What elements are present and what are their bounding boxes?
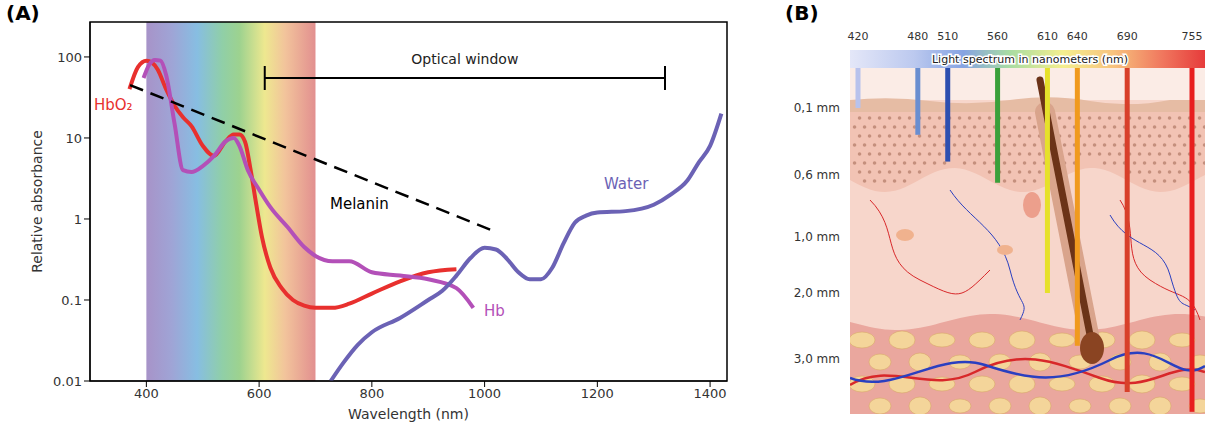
svg-text:1000: 1000 <box>468 386 501 401</box>
svg-text:510: 510 <box>937 30 958 43</box>
svg-text:1200: 1200 <box>581 386 614 401</box>
svg-text:2,0 mm: 2,0 mm <box>794 286 840 300</box>
svg-text:690: 690 <box>1117 30 1138 43</box>
svg-text:400: 400 <box>134 386 159 401</box>
svg-text:420: 420 <box>848 30 869 43</box>
svg-text:(A): (A) <box>6 1 40 25</box>
svg-text:Hb: Hb <box>484 302 505 320</box>
svg-text:640: 640 <box>1067 30 1088 43</box>
svg-text:560: 560 <box>987 30 1008 43</box>
svg-text:10: 10 <box>65 131 82 146</box>
svg-text:0,1 mm: 0,1 mm <box>794 101 840 115</box>
svg-text:0.1: 0.1 <box>61 293 82 308</box>
svg-text:800: 800 <box>359 386 384 401</box>
svg-text:755: 755 <box>1182 30 1203 43</box>
svg-text:0.01: 0.01 <box>53 374 82 389</box>
svg-text:Wavelength (nm): Wavelength (nm) <box>348 406 469 422</box>
svg-text:Water: Water <box>604 175 649 193</box>
svg-text:600: 600 <box>247 386 272 401</box>
svg-text:1,0 mm: 1,0 mm <box>794 230 840 244</box>
svg-text:HbO₂: HbO₂ <box>94 96 133 114</box>
svg-text:1400: 1400 <box>694 386 727 401</box>
svg-text:(B): (B) <box>785 1 819 25</box>
svg-text:3,0 mm: 3,0 mm <box>794 352 840 366</box>
svg-text:610: 610 <box>1037 30 1058 43</box>
svg-text:Melanin: Melanin <box>330 195 389 213</box>
svg-text:Optical window: Optical window <box>411 51 518 67</box>
svg-text:0,6 mm: 0,6 mm <box>794 168 840 182</box>
svg-text:1: 1 <box>74 212 82 227</box>
svg-text:100: 100 <box>57 50 82 65</box>
svg-text:Light spectrum in nanometers (: Light spectrum in nanometers (nm) <box>932 53 1128 66</box>
svg-text:Relative absorbance: Relative absorbance <box>29 130 45 273</box>
svg-text:480: 480 <box>907 30 928 43</box>
